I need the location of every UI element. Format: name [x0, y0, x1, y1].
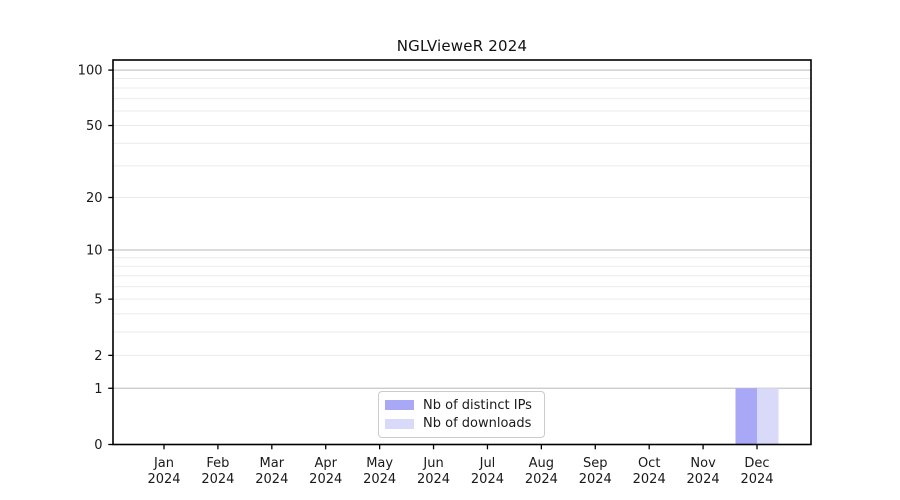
y-tick-label: 50 [86, 119, 103, 134]
bars [735, 388, 779, 445]
x-tick-label: Jan 2024 [147, 456, 180, 487]
y-axis-labels: 0 1 2 5 10 20 50 100 [78, 64, 103, 453]
gridlines-minor [113, 78, 811, 356]
y-tick-label: 10 [86, 243, 103, 258]
x-tick-label: Dec 2024 [740, 456, 773, 487]
legend-label-downloads: Nb of downloads [423, 416, 532, 432]
legend-item-distinct-ips: Nb of distinct IPs [385, 398, 538, 413]
legend-item-downloads: Nb of downloads [385, 416, 538, 431]
legend-swatch-distinct-ips [385, 400, 414, 411]
x-tick-label: Mar 2024 [255, 456, 288, 487]
y-axis-ticks [108, 69, 113, 446]
chart-title: NGLVieweR 2024 [396, 37, 528, 55]
x-tick-label: Apr 2024 [309, 456, 342, 487]
legend-swatch-downloads [385, 418, 414, 429]
x-tick-label: Sep 2024 [579, 456, 612, 487]
y-tick-label: 0 [94, 438, 102, 453]
legend-label-distinct-ips: Nb of distinct IPs [423, 397, 532, 413]
x-axis-labels: Jan 2024 Feb 2024 Mar 2024 Apr 2024 May 2024 Jun 20… [147, 456, 773, 487]
y-tick-label: 20 [86, 191, 103, 206]
x-tick-label: Aug 2024 [525, 456, 558, 487]
x-axis-ticks [163, 444, 758, 450]
x-tick-label: Feb 2024 [201, 456, 234, 487]
gridlines-major [113, 69, 811, 389]
y-tick-label: 1 [94, 382, 102, 397]
legend: Nb of distinct IPs Nb of downloads [378, 391, 545, 438]
y-tick-label: 5 [94, 293, 102, 308]
x-tick-label: Jun 2024 [417, 456, 450, 487]
bar-downloads-dec-2024 [757, 388, 779, 445]
x-tick-label: May 2024 [363, 456, 396, 487]
x-tick-label: Oct 2024 [633, 456, 666, 487]
y-tick-label: 2 [94, 349, 102, 364]
x-tick-label: Jul 2024 [471, 456, 504, 487]
x-tick-label: Nov 2024 [687, 456, 720, 487]
bar-distinct-ips-dec-2024 [735, 388, 757, 445]
plot-frame [112, 59, 812, 446]
y-tick-label: 100 [78, 64, 103, 79]
